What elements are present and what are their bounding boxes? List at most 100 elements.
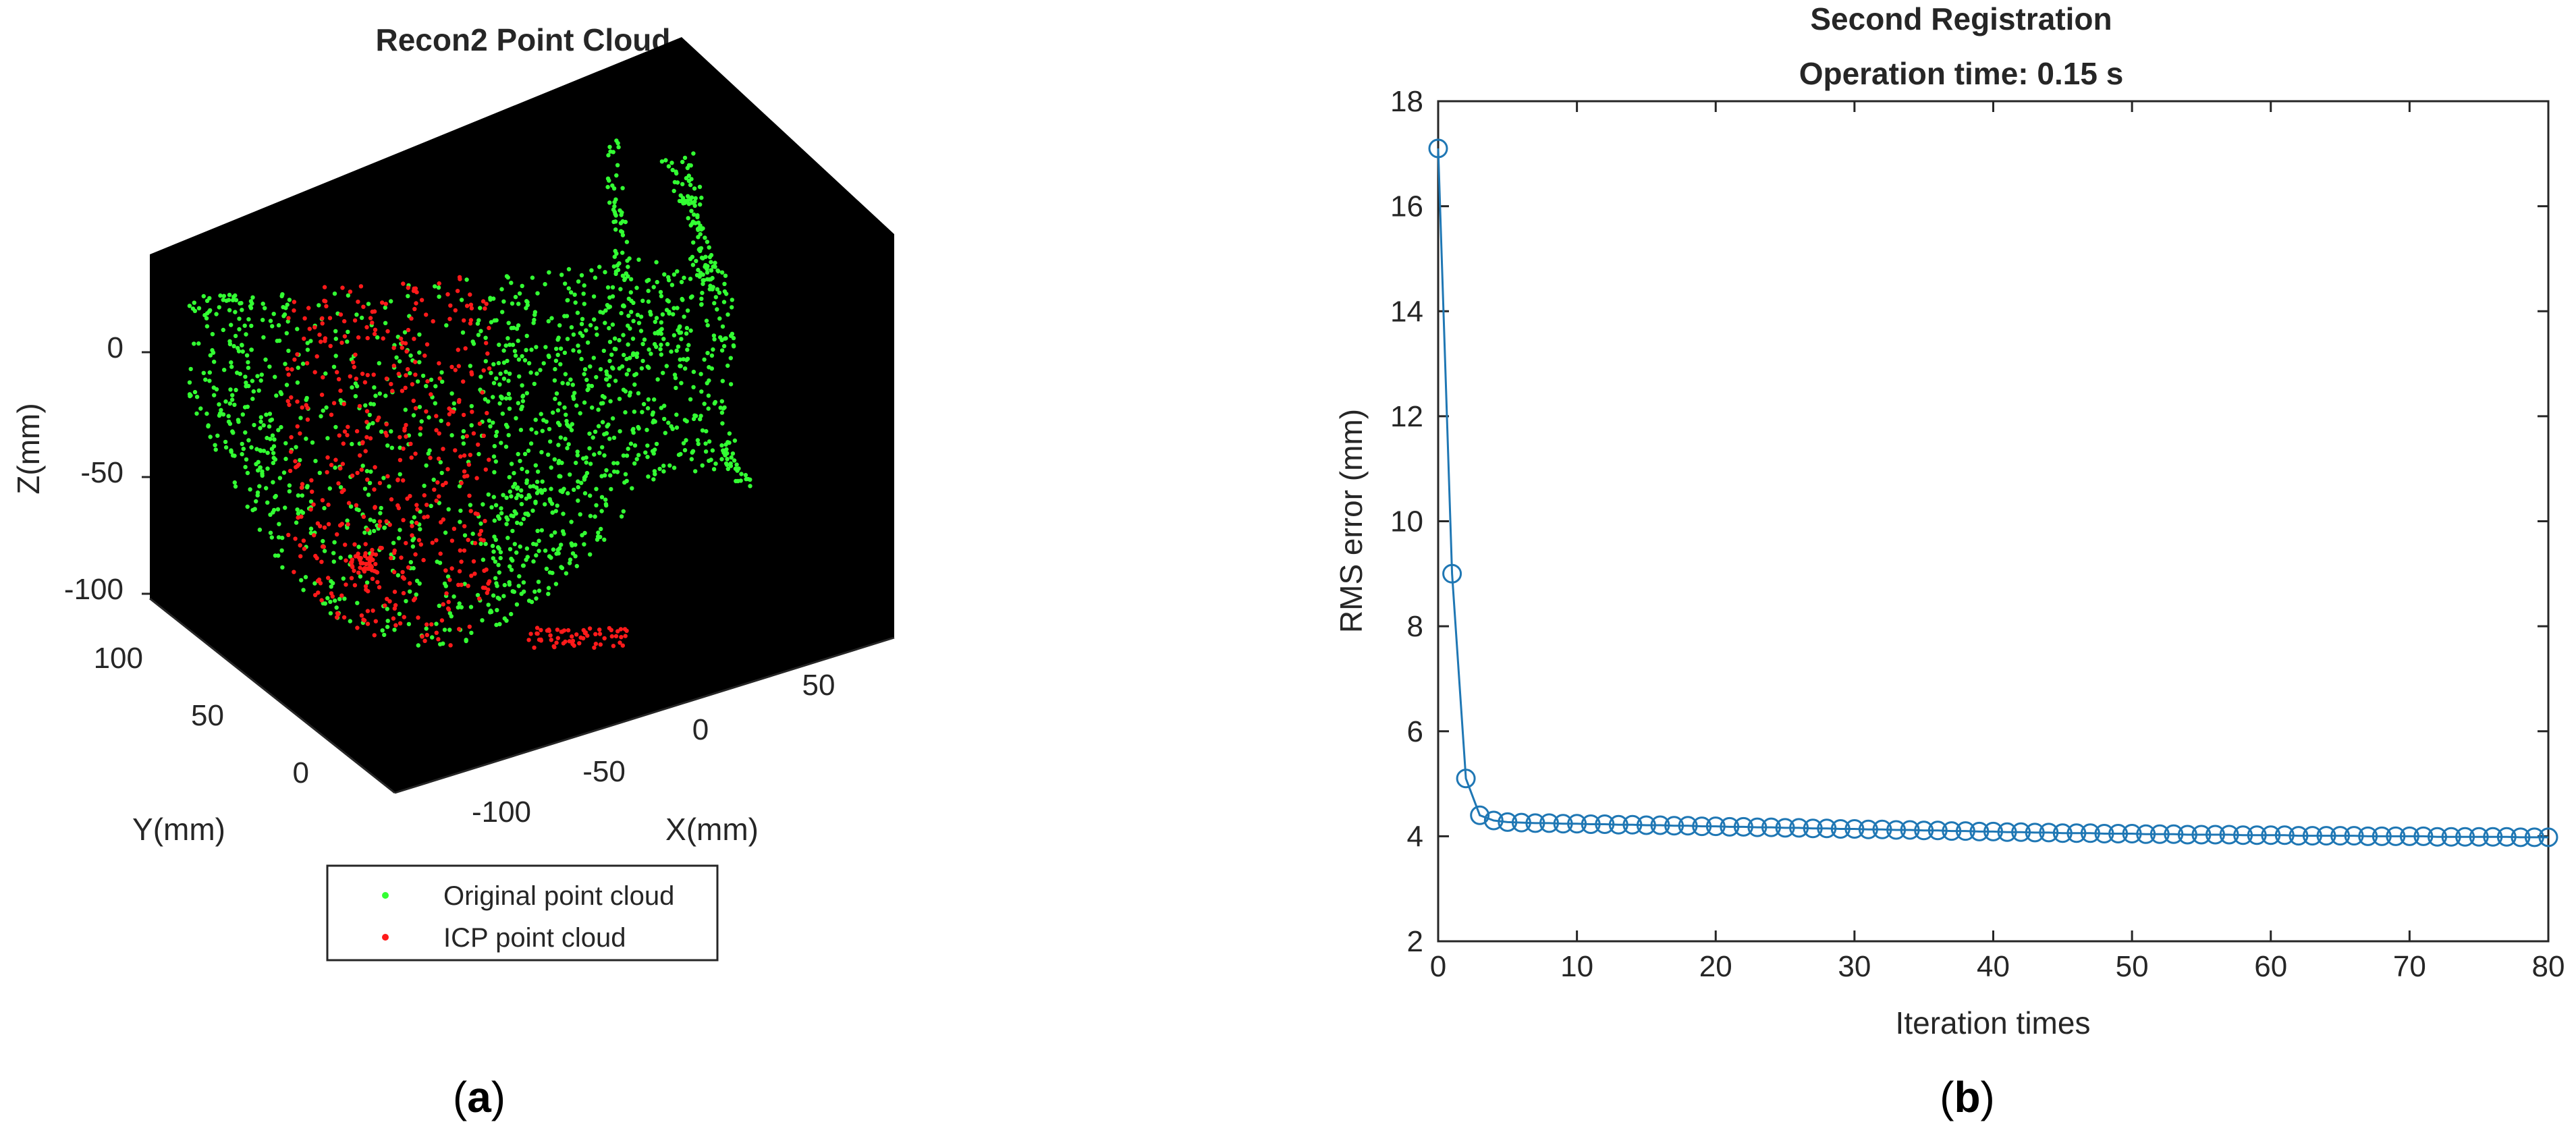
original-point bbox=[725, 363, 730, 368]
original-point bbox=[660, 312, 665, 317]
original-point bbox=[670, 426, 675, 431]
icp-point bbox=[322, 525, 327, 530]
original-point bbox=[494, 376, 499, 381]
icp-point bbox=[334, 615, 339, 620]
original-point bbox=[688, 277, 693, 281]
original-point bbox=[614, 251, 619, 256]
original-point bbox=[483, 335, 488, 340]
original-point bbox=[604, 377, 609, 382]
original-point bbox=[279, 294, 284, 299]
original-point bbox=[549, 533, 554, 538]
original-point bbox=[677, 325, 682, 330]
original-point bbox=[187, 380, 192, 385]
original-point bbox=[573, 554, 578, 559]
original-point bbox=[659, 294, 664, 299]
original-point bbox=[457, 484, 462, 489]
original-point bbox=[304, 437, 308, 441]
x-tick-label: 20 bbox=[1699, 950, 1732, 983]
original-point bbox=[296, 511, 301, 516]
original-point bbox=[424, 463, 429, 468]
original-point bbox=[204, 411, 209, 416]
original-point bbox=[415, 379, 420, 384]
original-point bbox=[680, 296, 684, 302]
icp-point bbox=[481, 299, 486, 304]
original-point bbox=[478, 374, 483, 379]
original-point bbox=[246, 317, 251, 322]
original-point bbox=[680, 159, 685, 165]
icp-point bbox=[365, 527, 370, 532]
original-point bbox=[245, 404, 250, 409]
original-point bbox=[508, 564, 512, 569]
data-point bbox=[1914, 820, 1934, 841]
original-point bbox=[478, 306, 483, 310]
original-point bbox=[217, 305, 221, 310]
original-point bbox=[710, 448, 715, 453]
original-point bbox=[218, 293, 223, 298]
original-point bbox=[613, 212, 618, 217]
original-point bbox=[489, 320, 494, 325]
original-point bbox=[688, 397, 693, 401]
original-point bbox=[553, 358, 559, 363]
data-point bbox=[1498, 812, 1518, 832]
original-point bbox=[226, 419, 231, 424]
original-point bbox=[408, 370, 412, 376]
icp-point bbox=[463, 346, 468, 351]
icp-point bbox=[462, 469, 467, 474]
original-point bbox=[520, 354, 524, 359]
original-point bbox=[635, 312, 640, 317]
original-point bbox=[563, 372, 568, 377]
original-point bbox=[427, 448, 432, 453]
icp-point bbox=[320, 498, 325, 503]
original-point bbox=[497, 621, 502, 627]
original-point bbox=[530, 508, 535, 513]
original-point bbox=[516, 338, 520, 343]
icp-point bbox=[597, 632, 603, 636]
original-point bbox=[520, 283, 524, 288]
icp-point bbox=[380, 300, 385, 305]
original-point bbox=[655, 377, 660, 382]
original-point bbox=[436, 285, 441, 290]
original-point bbox=[734, 462, 739, 467]
original-point bbox=[560, 381, 565, 385]
original-point bbox=[743, 472, 748, 478]
original-point bbox=[569, 541, 574, 546]
original-point bbox=[274, 393, 279, 398]
original-point bbox=[626, 313, 631, 318]
original-point bbox=[591, 356, 596, 360]
icp-point bbox=[415, 507, 420, 512]
original-point bbox=[249, 445, 254, 450]
original-point bbox=[382, 526, 387, 530]
original-point bbox=[495, 545, 501, 550]
original-point bbox=[507, 475, 512, 480]
icp-point bbox=[449, 538, 455, 543]
icp-point bbox=[447, 316, 452, 321]
icp-point-cloud bbox=[285, 275, 629, 650]
original-point bbox=[623, 410, 628, 415]
original-point bbox=[385, 443, 390, 448]
icp-point bbox=[409, 455, 414, 460]
icp-point bbox=[457, 569, 462, 574]
original-point bbox=[411, 413, 416, 418]
icp-point bbox=[623, 634, 628, 638]
data-point bbox=[1664, 816, 1684, 836]
icp-point bbox=[357, 403, 362, 409]
original-point bbox=[666, 420, 671, 425]
icp-point bbox=[355, 470, 360, 476]
original-point bbox=[239, 301, 244, 306]
icp-point bbox=[592, 645, 597, 650]
original-point bbox=[579, 322, 584, 327]
icp-point bbox=[356, 300, 360, 304]
original-point bbox=[642, 337, 647, 342]
original-point bbox=[669, 349, 674, 354]
original-point bbox=[732, 344, 736, 349]
icp-point bbox=[483, 306, 487, 311]
icp-point bbox=[429, 622, 434, 627]
icp-point bbox=[477, 532, 482, 537]
original-point bbox=[701, 278, 707, 283]
icp-point bbox=[410, 524, 414, 528]
panel-a-y-label: Y(mm) bbox=[132, 812, 225, 847]
original-point bbox=[411, 565, 416, 571]
original-point bbox=[739, 472, 744, 476]
original-point bbox=[645, 364, 650, 369]
icp-point bbox=[342, 429, 348, 434]
